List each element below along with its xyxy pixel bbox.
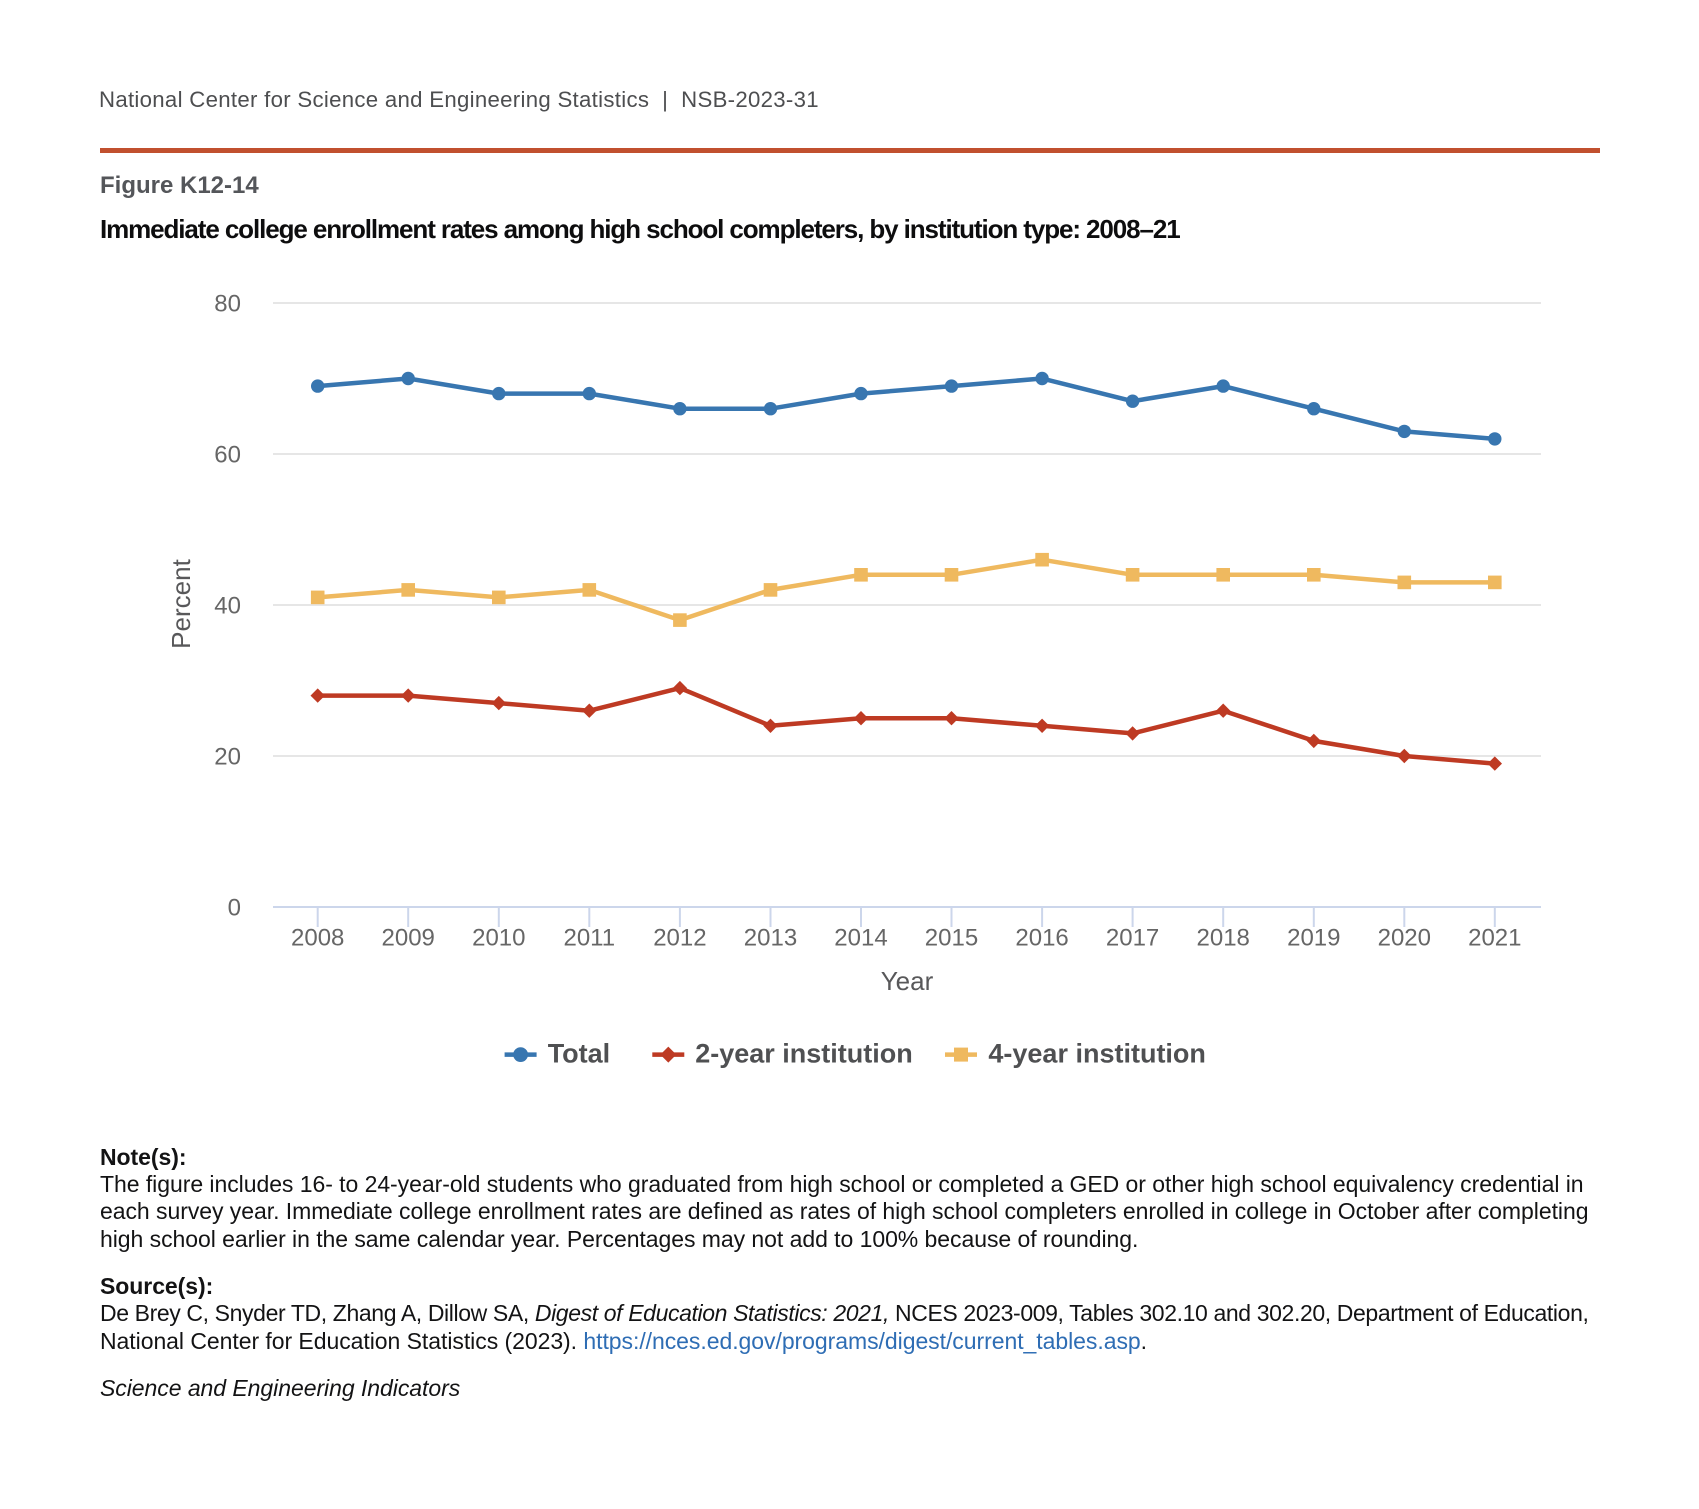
svg-text:80: 80 — [214, 291, 241, 318]
svg-text:2013: 2013 — [744, 925, 797, 952]
svg-text:20: 20 — [214, 744, 241, 771]
svg-text:2009: 2009 — [382, 925, 435, 952]
svg-text:Total: Total — [548, 1038, 611, 1068]
svg-text:0: 0 — [228, 895, 241, 922]
svg-text:2011: 2011 — [563, 925, 615, 952]
svg-text:40: 40 — [214, 593, 241, 620]
svg-text:2017: 2017 — [1106, 925, 1159, 952]
svg-text:2015: 2015 — [925, 925, 978, 952]
svg-text:2016: 2016 — [1015, 925, 1068, 952]
svg-text:2008: 2008 — [291, 925, 344, 952]
svg-text:2018: 2018 — [1197, 925, 1250, 952]
svg-text:2020: 2020 — [1378, 925, 1431, 952]
svg-text:Year: Year — [881, 966, 934, 996]
svg-text:2012: 2012 — [653, 925, 706, 952]
svg-text:2-year institution: 2-year institution — [695, 1038, 913, 1068]
svg-text:2021: 2021 — [1468, 925, 1521, 952]
svg-text:2014: 2014 — [834, 925, 887, 952]
svg-text:2019: 2019 — [1287, 925, 1340, 952]
svg-text:4-year institution: 4-year institution — [988, 1038, 1206, 1068]
svg-text:Percent: Percent — [166, 558, 196, 648]
svg-text:60: 60 — [214, 442, 241, 469]
svg-text:2010: 2010 — [472, 925, 525, 952]
